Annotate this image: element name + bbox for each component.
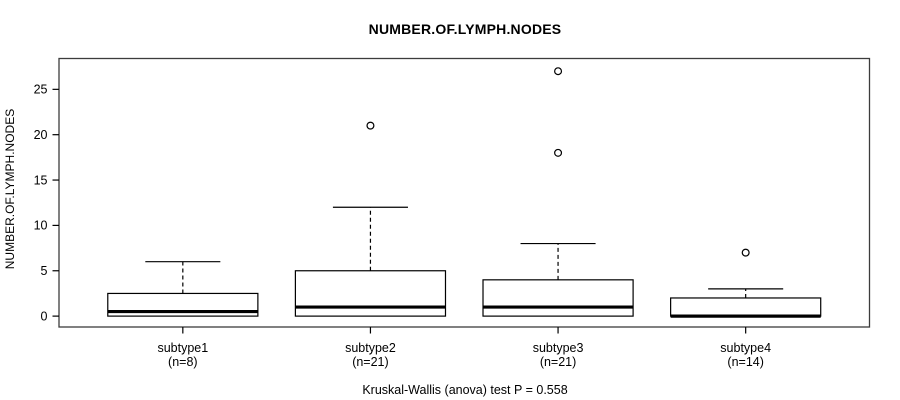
y-axis-tick-label: 25 xyxy=(34,83,48,97)
outlier-point-subtype4 xyxy=(741,248,750,257)
outlier-point-subtype3 xyxy=(554,148,563,157)
outlier-point-subtype2 xyxy=(366,121,375,130)
plot-border xyxy=(58,57,871,328)
x-tick-label-subtype2: subtype2 xyxy=(345,341,396,355)
x-tick-label-subtype4: subtype4 xyxy=(720,341,771,355)
x-tick-sample-size-subtype3: (n=21) xyxy=(540,355,576,369)
iqr-box-subtype3 xyxy=(482,279,634,317)
y-axis-title: NUMBER.OF.LYMPH.NODES xyxy=(3,108,17,270)
y-axis-tick-label: 20 xyxy=(34,128,48,142)
y-axis-tick-label: 15 xyxy=(34,173,48,187)
stat-test-caption: Kruskal-Wallis (anova) test P = 0.558 xyxy=(362,383,568,397)
iqr-box-subtype2 xyxy=(294,270,447,317)
x-tick-sample-size-subtype4: (n=14) xyxy=(727,355,763,369)
x-tick-label-subtype1: subtype1 xyxy=(157,341,208,355)
x-tick-sample-size-subtype1: (n=8) xyxy=(168,355,198,369)
y-axis-tick-label: 10 xyxy=(34,219,48,233)
x-tick-sample-size-subtype2: (n=21) xyxy=(352,355,388,369)
x-tick-label-subtype3: subtype3 xyxy=(533,341,584,355)
chart-title: NUMBER.OF.LYMPH.NODES xyxy=(368,21,562,37)
y-axis-tick-label: 5 xyxy=(41,264,48,278)
iqr-box-subtype4 xyxy=(670,297,822,317)
y-axis-tick-label: 0 xyxy=(41,309,48,323)
outlier-point-subtype3 xyxy=(554,67,563,76)
